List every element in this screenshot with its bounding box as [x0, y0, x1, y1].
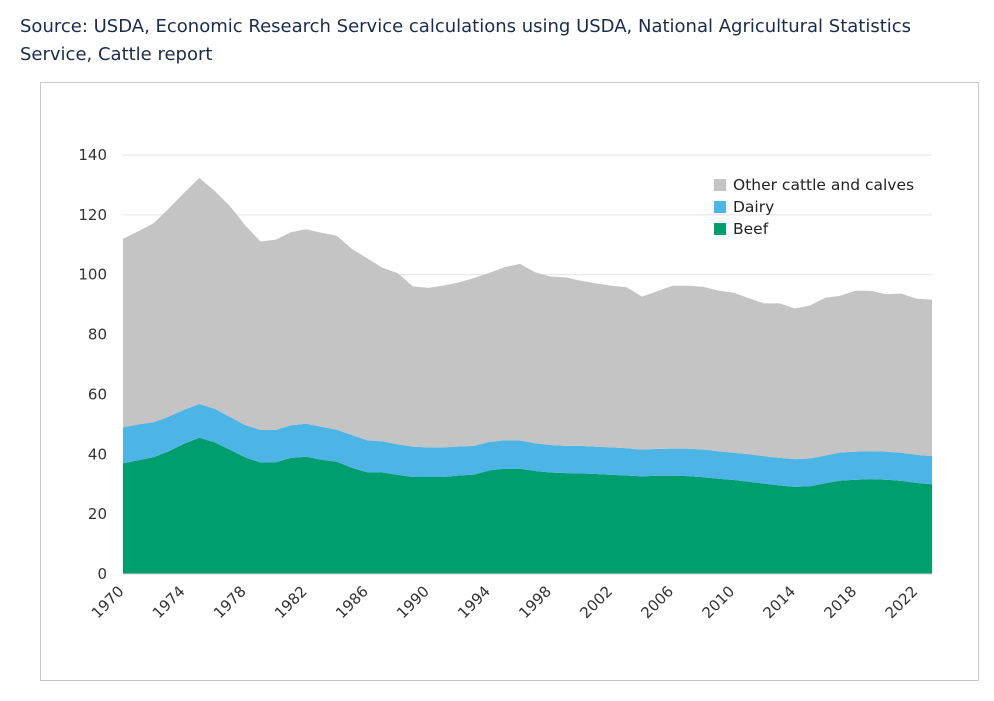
y-tick-label: 40: [88, 445, 107, 463]
x-tick-label: 2006: [637, 582, 677, 622]
y-tick-label: 140: [78, 146, 107, 164]
legend-label-dairy: Dairy: [733, 198, 774, 216]
x-tick-label: 1998: [515, 582, 555, 622]
x-tick-label: 1990: [393, 582, 433, 622]
legend: Other cattle and calves Dairy Beef: [714, 176, 914, 238]
x-tick-label: 2022: [882, 582, 922, 622]
x-tick-label: 1978: [210, 582, 250, 622]
y-tick-label: 100: [78, 266, 107, 284]
legend-swatch-beef: [714, 223, 726, 235]
area-beef: [123, 437, 932, 574]
source-note: Source: USDA, Economic Research Service …: [20, 16, 912, 65]
y-tick-label: 60: [88, 385, 107, 403]
chart-frame: 0 20 40 60 80 100 120 140 1970 1974 1978 1982 1986 1…: [40, 82, 979, 681]
area-dairy: [123, 404, 932, 487]
x-tick-label: 1986: [332, 582, 372, 622]
x-tick-label: 1982: [271, 582, 311, 622]
y-tick-label: 0: [97, 565, 107, 583]
x-tick-label: 2018: [821, 582, 861, 622]
y-axis-ticks: 0 20 40 60 80 100 120 140: [78, 146, 107, 583]
area-other: [123, 178, 932, 460]
x-tick-label: 2014: [759, 582, 799, 622]
y-tick-label: 120: [78, 206, 107, 224]
legend-label-beef: Beef: [733, 220, 769, 238]
x-axis-ticks: 1970 1974 1978 1982 1986 1990 1994 1998 2002 2006…: [88, 582, 921, 622]
x-tick-label: 2010: [698, 582, 738, 622]
area-series: [123, 178, 932, 574]
x-tick-label: 2002: [576, 582, 616, 622]
y-tick-label: 80: [88, 326, 107, 344]
x-tick-label: 1974: [149, 582, 189, 622]
legend-label-other: Other cattle and calves: [733, 176, 914, 194]
legend-swatch-other: [714, 179, 726, 191]
x-tick-label: 1994: [454, 582, 494, 622]
x-tick-label: 1970: [88, 582, 128, 622]
y-tick-label: 20: [88, 505, 107, 523]
legend-swatch-dairy: [714, 201, 726, 213]
